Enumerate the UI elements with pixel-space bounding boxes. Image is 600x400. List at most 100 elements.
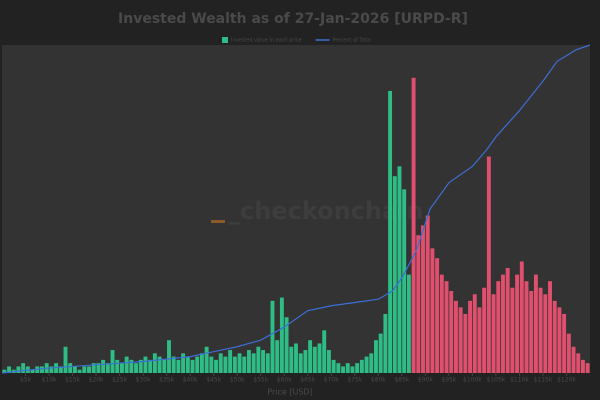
bar [421, 225, 425, 373]
x-tick-label: $30k [136, 377, 151, 384]
cumulative-line [1, 44, 591, 374]
bar [82, 366, 87, 373]
bar [242, 356, 247, 373]
bar [496, 281, 501, 373]
legend-swatch [222, 37, 228, 43]
x-tick-label: $105k [487, 377, 506, 384]
bar [228, 350, 233, 373]
watermark-logo [211, 220, 225, 223]
bar [115, 359, 120, 373]
bar [435, 258, 440, 373]
bar [505, 268, 510, 373]
bar [374, 340, 378, 373]
bar [204, 346, 209, 373]
bar [195, 356, 200, 373]
x-tick-label: $35k [159, 377, 174, 384]
bar [439, 274, 444, 373]
bar [279, 297, 284, 373]
bar [7, 366, 12, 373]
bar [491, 294, 496, 373]
x-tick-label: $65k [300, 377, 315, 384]
bar [388, 90, 393, 374]
bar [214, 359, 218, 373]
bar [585, 363, 590, 373]
x-tick-label: $100k [463, 377, 482, 384]
bar [552, 300, 557, 373]
bar [247, 350, 251, 373]
bar [91, 363, 96, 373]
bar [548, 281, 552, 373]
bar [397, 166, 402, 373]
bar [49, 366, 54, 373]
bar [181, 353, 186, 373]
bar [364, 356, 369, 373]
bar [406, 274, 411, 373]
bar [289, 346, 294, 373]
bar [336, 363, 341, 373]
x-tick-label: $45k [206, 377, 221, 384]
bar [524, 281, 529, 373]
bar [138, 359, 143, 373]
bar [16, 366, 21, 373]
x-tick-label: $85k [394, 377, 409, 384]
bar [275, 340, 280, 373]
bar [449, 291, 454, 373]
bar [171, 356, 176, 373]
legend-label: Invested value in each price [231, 38, 302, 44]
bar [209, 356, 214, 373]
bar [472, 294, 477, 373]
bar [562, 313, 567, 373]
bar [68, 363, 73, 373]
bar [251, 353, 256, 373]
x-tick-label: $15k [65, 377, 80, 384]
bar [77, 369, 82, 373]
bar [482, 287, 487, 373]
bar [430, 248, 435, 373]
bar [294, 343, 298, 373]
x-tick-label: $60k [277, 377, 292, 384]
bar [458, 307, 463, 373]
bar [392, 176, 397, 373]
bar [566, 333, 571, 373]
bar [571, 346, 576, 373]
bar [463, 313, 468, 373]
bar [129, 359, 134, 373]
bar [105, 363, 110, 373]
bar [256, 346, 261, 373]
x-tick-label: $115k [534, 377, 553, 384]
bar [2, 369, 7, 373]
bar [176, 359, 181, 373]
x-tick-label: $55k [253, 377, 268, 384]
bar [425, 215, 430, 373]
bar [557, 307, 562, 373]
x-tick-label: $20k [89, 377, 104, 384]
bar [519, 261, 524, 373]
bar [110, 350, 115, 373]
bar [58, 366, 63, 373]
bar [355, 363, 360, 373]
bar [190, 359, 195, 373]
x-tick-label: $25k [112, 377, 127, 384]
bar [345, 363, 350, 373]
bar [143, 356, 148, 373]
bar [515, 274, 520, 373]
bar [30, 369, 35, 373]
bar [533, 274, 538, 373]
x-tick-label: $50k [230, 377, 245, 384]
bar [40, 366, 44, 373]
bar [378, 333, 383, 373]
bar [284, 317, 289, 373]
bar [185, 356, 190, 373]
bar [529, 291, 534, 373]
bar [350, 366, 355, 373]
bar [265, 353, 270, 373]
bar [270, 300, 275, 373]
bar [120, 363, 124, 373]
bar [341, 366, 345, 373]
bar [162, 359, 167, 373]
bar [124, 356, 129, 373]
bar [134, 363, 139, 373]
bar [543, 294, 548, 373]
bar [157, 356, 162, 373]
x-tick-label: $75k [347, 377, 362, 384]
